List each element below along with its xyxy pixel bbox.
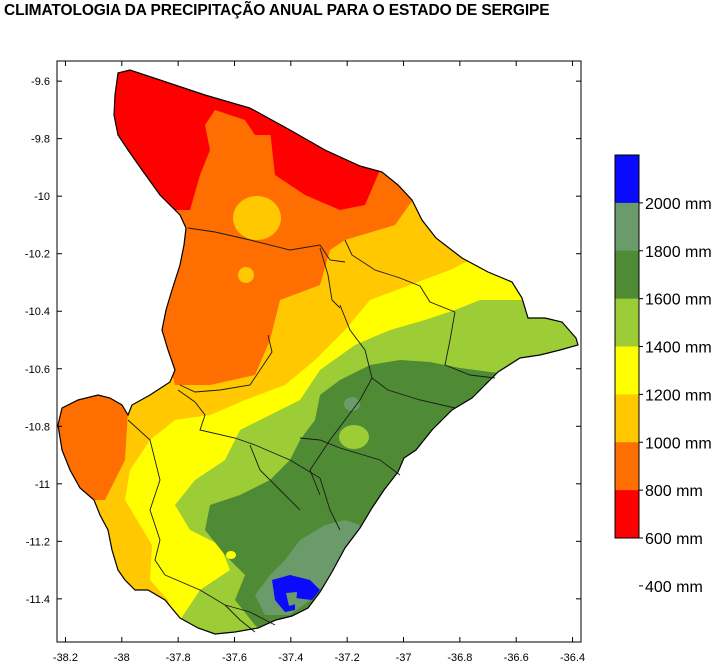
boundary-6 <box>444 311 496 379</box>
y-tick-label: -11.4 <box>26 594 50 606</box>
legend-swatch <box>615 202 639 252</box>
y-tick-label: -10.2 <box>25 249 50 261</box>
field-400-red-ne <box>270 130 380 210</box>
y-tick-label: -10 <box>34 191 50 203</box>
x-tick-label: -36.8 <box>447 652 472 664</box>
boundary-11 <box>309 377 373 496</box>
boundary-14 <box>224 604 256 633</box>
x-tick-label: -37.6 <box>222 652 247 664</box>
legend-label: 1000 mm <box>645 435 712 452</box>
boundary-8 <box>127 419 166 576</box>
legend-swatch <box>615 346 639 395</box>
region-boundaries <box>127 227 496 633</box>
x-tick-label: -36.4 <box>560 652 585 664</box>
boundary-12 <box>299 437 401 476</box>
legend-swatch <box>615 298 639 347</box>
field-1200-pocket <box>339 425 369 449</box>
legend-swatch <box>615 155 639 204</box>
x-tick-label: -37.8 <box>166 652 191 664</box>
field-800-island-1 <box>233 196 281 240</box>
x-tick-label: -37.2 <box>335 652 360 664</box>
legend-swatch <box>615 490 639 539</box>
legend-label: 400 mm <box>645 579 703 596</box>
x-tick-label: -38 <box>114 652 130 664</box>
field-1600-spot <box>344 397 360 411</box>
boundary-5 <box>179 334 273 393</box>
field-1200-spot-sw <box>226 551 236 559</box>
legend: 2000 mm 1800 mm 1600 mm 1400 mm 1200 mm 1000 … <box>614 154 712 596</box>
map-title: CLIMATOLOGIA DA PRECIPITAÇÃO ANUAL PARA … <box>4 2 550 19</box>
y-tick-label: -10.4 <box>25 306 50 318</box>
y-tick-label: -10.6 <box>25 364 50 376</box>
boundary-2 <box>319 247 341 309</box>
boundary-3 <box>344 239 456 313</box>
legend-label: 2000 mm <box>645 196 712 213</box>
legend-label: 1200 mm <box>645 387 712 404</box>
y-tick-label: -9.6 <box>31 76 50 88</box>
x-tick-label: -38.2 <box>53 652 78 664</box>
legend-swatch <box>615 394 639 443</box>
state-outline <box>57 69 579 635</box>
y-tick-label: -11.2 <box>26 536 50 548</box>
x-tick-label: -37 <box>396 652 412 664</box>
y-tick-label: -11 <box>35 479 50 491</box>
legend-label: 1600 mm <box>645 292 712 309</box>
legend-label: 1800 mm <box>645 244 712 261</box>
boundary-10 <box>249 444 301 511</box>
x-tick-label: -36.6 <box>504 652 529 664</box>
field-2000-hole <box>286 592 297 606</box>
legend-swatch <box>615 442 639 491</box>
legend-swatch <box>615 250 639 300</box>
field-800-island-2 <box>238 267 254 283</box>
boundary-7 <box>177 389 291 461</box>
legend-label: 800 mm <box>645 483 703 500</box>
x-tick-label: -37.4 <box>278 652 303 664</box>
x-axis: -38.2 -38 -37.8 -37.6 -37.4 -37.2 -37 -36.8 -36.… <box>53 61 585 664</box>
legend-label: 1400 mm <box>645 340 712 357</box>
y-tick-label: -10.8 <box>25 421 50 433</box>
boundary-9 <box>289 459 341 531</box>
y-tick-label: -9.8 <box>31 134 50 146</box>
boundary-1 <box>187 227 346 263</box>
y-axis: -9.6 -9.8 -10 -10.2 -10.4 -10.6 -10.8 -11 -11.2 -… <box>25 76 581 606</box>
legend-label: 600 mm <box>645 531 703 548</box>
